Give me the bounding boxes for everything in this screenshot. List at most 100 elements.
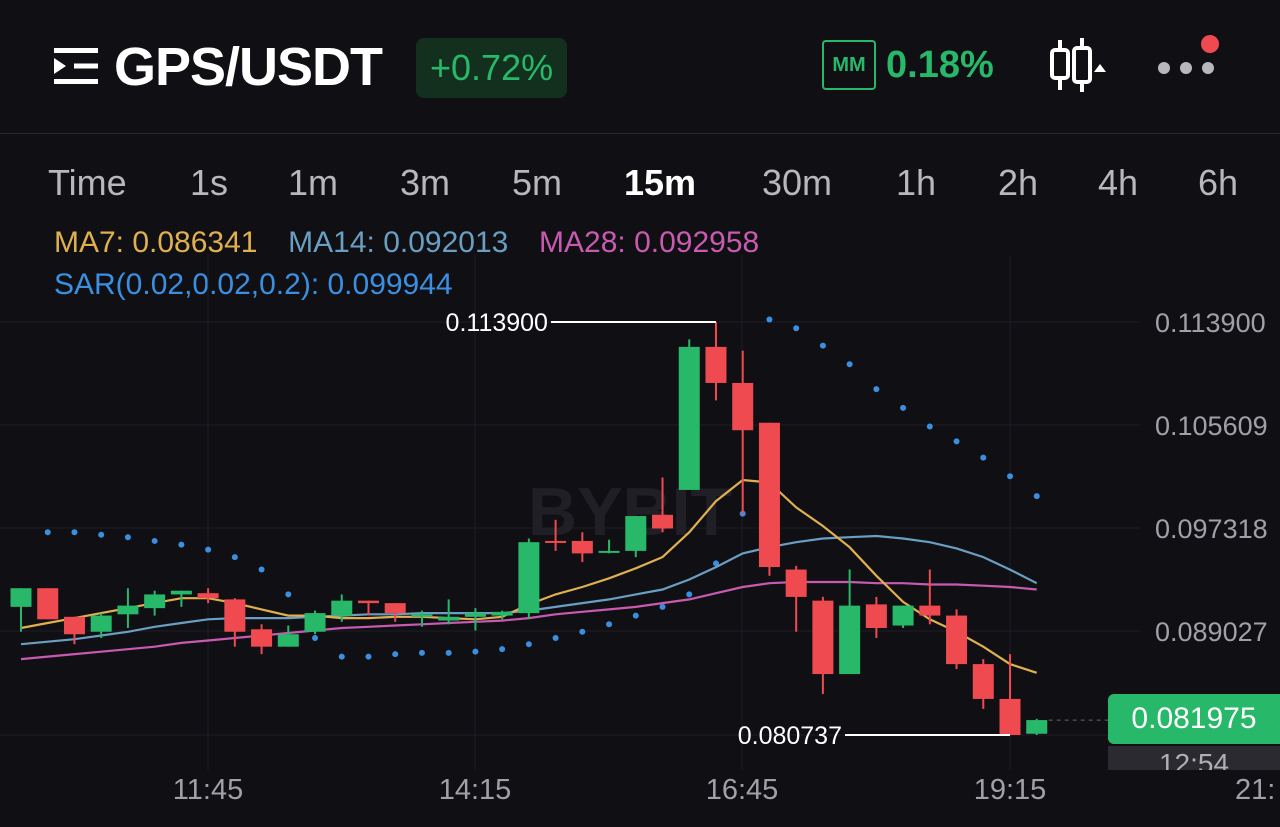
candle-body — [705, 346, 727, 383]
candle-body — [972, 664, 994, 699]
tab-6h[interactable]: 6h — [1198, 162, 1239, 203]
sar-dot — [846, 361, 853, 368]
candle-body — [732, 382, 754, 431]
sar-dot — [552, 634, 559, 641]
candle-body — [839, 605, 861, 675]
sar-dot — [124, 534, 131, 541]
ma28-label: MA28: 0.092958 — [539, 226, 760, 259]
candle-body — [10, 588, 32, 607]
tab-1m[interactable]: 1m — [288, 162, 339, 203]
sar-dot — [499, 646, 506, 653]
sar-dot — [1007, 473, 1014, 480]
ma7-label: MA7: 0.086341 — [54, 226, 258, 259]
candle-body — [571, 540, 593, 554]
candle-body — [518, 542, 540, 614]
candle-body — [625, 516, 647, 551]
candle-body — [170, 590, 192, 595]
tab-1s[interactable]: 1s — [190, 162, 229, 203]
y-tick-label: 0.089027 — [1155, 617, 1268, 647]
x-tick-label: 11:45 — [173, 774, 243, 806]
top-bar: GPS/USDT +0.72% MM 0.18% — [0, 0, 1280, 134]
sar-dot — [659, 603, 666, 610]
candle-body — [545, 540, 567, 543]
y-tick-label: 0.097318 — [1155, 514, 1268, 544]
tab-4h[interactable]: 4h — [1098, 162, 1139, 203]
hl-markers: 0.113900 0.080737 — [446, 309, 1108, 750]
sar-dot — [231, 554, 238, 561]
candle-body — [758, 422, 780, 568]
sar-dot — [151, 537, 158, 544]
sar-dot — [873, 386, 880, 393]
x-tick-label: 19:15 — [974, 774, 1047, 806]
candle-body — [812, 600, 834, 675]
sar-dot — [285, 591, 292, 598]
candle-body — [491, 611, 513, 616]
sar-dot — [926, 423, 933, 430]
candle-body — [224, 599, 246, 632]
low-label: 0.080737 — [738, 722, 842, 750]
last-price-tag: 0.081975 — [1108, 694, 1280, 744]
candle-body — [117, 605, 139, 615]
mm-icon[interactable]: MM — [822, 40, 876, 90]
candles — [10, 322, 1048, 735]
x-tick-label: 21: — [1235, 774, 1275, 806]
menu-collapse-icon[interactable] — [52, 46, 100, 86]
sar-dot — [980, 454, 987, 461]
sar-dot — [900, 404, 907, 411]
sar-dot — [418, 649, 425, 656]
sar-dot — [392, 651, 399, 658]
pair-title[interactable]: GPS/USDT — [114, 37, 383, 97]
sar-dot — [312, 634, 319, 641]
more-dots-icon[interactable] — [1154, 30, 1224, 90]
tab-5m[interactable]: 5m — [512, 162, 563, 203]
candle-body — [598, 550, 620, 553]
candle-body — [678, 346, 700, 490]
candle-body — [331, 600, 353, 616]
sar-dot — [205, 546, 212, 553]
sar-dot — [178, 541, 185, 548]
sar-dot — [579, 628, 586, 635]
sar-dot — [44, 529, 51, 536]
x-tick-label: 16:45 — [706, 774, 779, 806]
candle-body — [357, 600, 379, 604]
tab-15m[interactable]: 15m — [624, 162, 697, 203]
candle-body — [90, 615, 112, 632]
sar-dot — [258, 566, 265, 573]
ma-legend: MA7: 0.086341 MA14: 0.092013 MA28: 0.092… — [54, 226, 759, 260]
candle-body — [865, 604, 887, 629]
sar-dot — [606, 621, 613, 628]
candle-body — [999, 698, 1021, 735]
sar-dot — [686, 591, 693, 598]
candle-body — [438, 616, 460, 621]
sar-dot — [338, 653, 345, 660]
sar-dot — [98, 531, 105, 538]
high-label: 0.113900 — [446, 309, 548, 337]
candle-body — [919, 605, 941, 616]
tab-30m[interactable]: 30m — [762, 162, 833, 203]
tab-time[interactable]: Time — [48, 162, 127, 203]
candle-body — [63, 616, 85, 635]
candlestick-settings-icon[interactable] — [1046, 36, 1108, 94]
countdown: 12:54 — [1108, 746, 1280, 770]
sar-dot — [819, 342, 826, 349]
sar-label: SAR(0.02,0.02,0.2): 0.099944 — [54, 268, 453, 301]
x-tick-label: 14:15 — [439, 774, 512, 806]
sar-dot — [1033, 493, 1040, 500]
tab-3m[interactable]: 3m — [400, 162, 451, 203]
sar-dot — [445, 649, 452, 656]
candle-body — [251, 629, 273, 647]
candle-body — [277, 634, 299, 647]
y-axis: 0.113900 0.105609 0.097318 0.089027 — [1155, 308, 1268, 647]
candle-body — [1026, 720, 1048, 734]
sar-dot — [71, 529, 78, 536]
tab-1h[interactable]: 1h — [896, 162, 937, 203]
candle-body — [144, 594, 166, 609]
notification-dot — [1201, 35, 1219, 53]
candle-body — [464, 613, 486, 617]
tab-2h[interactable]: 2h — [998, 162, 1039, 203]
y-tick-label: 0.105609 — [1155, 411, 1268, 441]
interval-tabs: Time 1s 1m 3m 5m 15m 30m 1h 2h 4h 6h — [0, 162, 1280, 216]
sar-dot — [472, 648, 479, 655]
sar-dot — [712, 560, 719, 567]
